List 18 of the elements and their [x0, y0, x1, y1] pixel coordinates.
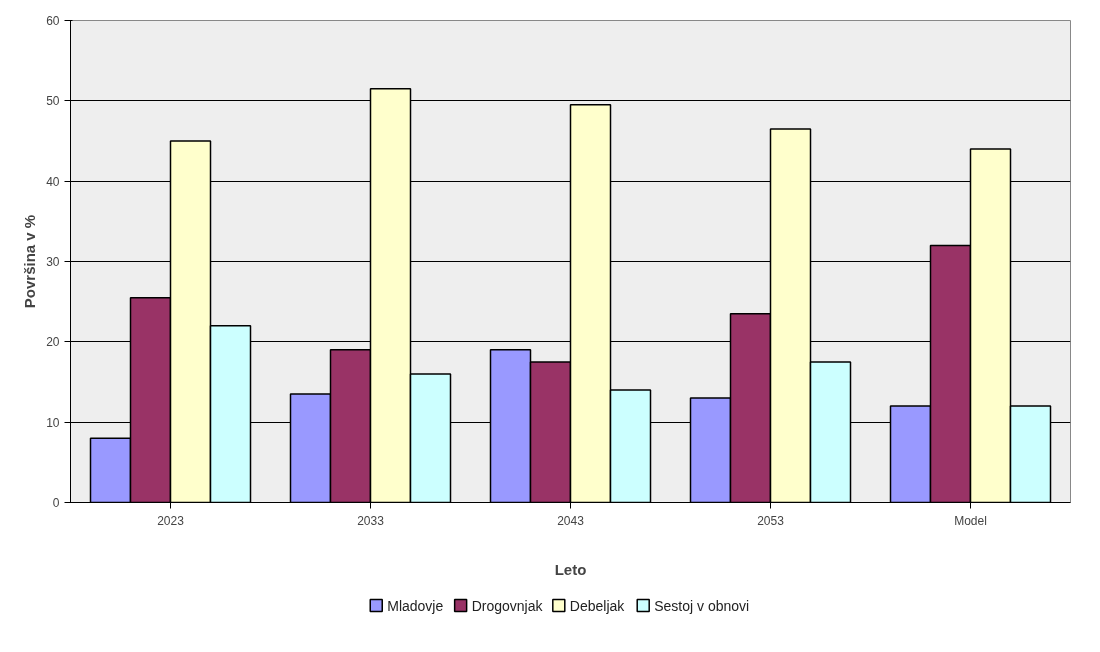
- x-tick-label: 2023: [157, 513, 185, 528]
- y-tick-label: 40: [46, 174, 60, 189]
- legend-label: Sestoj v obnovi: [654, 597, 750, 614]
- y-tick-label: 0: [52, 496, 60, 510]
- x-tick-label: 2053: [757, 513, 785, 528]
- y-tick-label: 50: [46, 94, 60, 109]
- y-tick-label: 60: [46, 14, 60, 28]
- legend-label: Drogovnjak: [471, 597, 544, 614]
- x-axis-title: Leto: [554, 560, 587, 578]
- y-tick-label: 30: [46, 255, 60, 269]
- x-tick-label: 2033: [357, 513, 385, 528]
- legend-label: Debeljak: [569, 597, 626, 614]
- legend-label: Mladovje: [387, 597, 444, 614]
- y-tick-label: 10: [46, 415, 60, 430]
- x-tick-label: 2043: [557, 513, 585, 528]
- x-tick-label: Model: [954, 513, 987, 528]
- y-axis-title: Površina v %: [21, 214, 39, 309]
- y-tick-label: 20: [46, 335, 60, 350]
